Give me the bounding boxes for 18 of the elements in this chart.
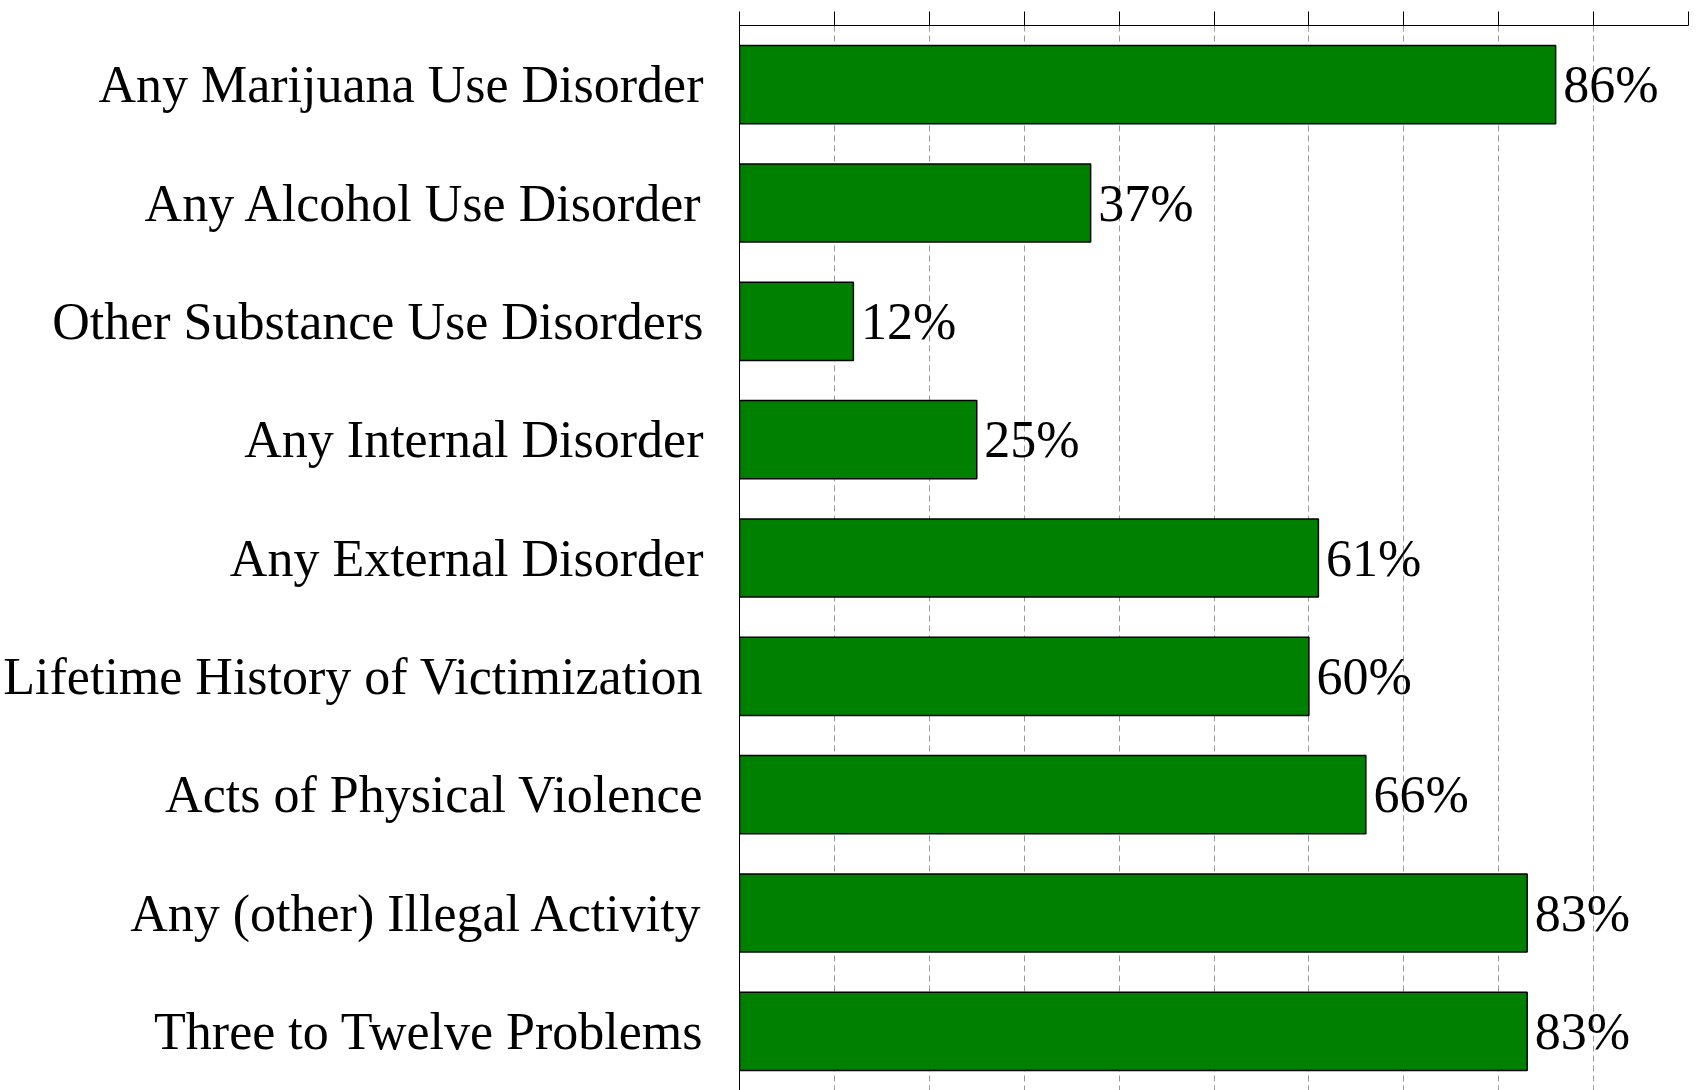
data-label: 60% bbox=[1316, 647, 1412, 705]
data-label: 61% bbox=[1325, 529, 1422, 587]
data-label: 37% bbox=[1098, 174, 1194, 232]
y-tick-label: Other Substance Use Disorders bbox=[52, 292, 704, 350]
y-tick-label: Any Internal Disorder bbox=[244, 411, 704, 469]
y-tick-label: Any External Disorder bbox=[229, 529, 704, 587]
y-tick-label: Any Marijuana Use Disorder bbox=[98, 56, 704, 114]
data-label: 83% bbox=[1534, 884, 1631, 942]
data-label: 66% bbox=[1373, 766, 1469, 824]
data-label: 83% bbox=[1534, 1002, 1631, 1060]
data-label: 86% bbox=[1563, 56, 1659, 114]
y-tick-label: Acts of Physical Violence bbox=[165, 766, 703, 824]
y-tick-label: Any Alcohol Use Disorder bbox=[144, 174, 701, 232]
y-tick-label: Any (other) Illegal Activity bbox=[130, 884, 701, 943]
data-label: 12% bbox=[860, 292, 957, 350]
y-tick-label: Three to Twelve Problems bbox=[154, 1002, 703, 1060]
y-tick-label: Lifetime History of Victimization bbox=[3, 647, 703, 705]
data-label: 25% bbox=[984, 411, 1080, 469]
